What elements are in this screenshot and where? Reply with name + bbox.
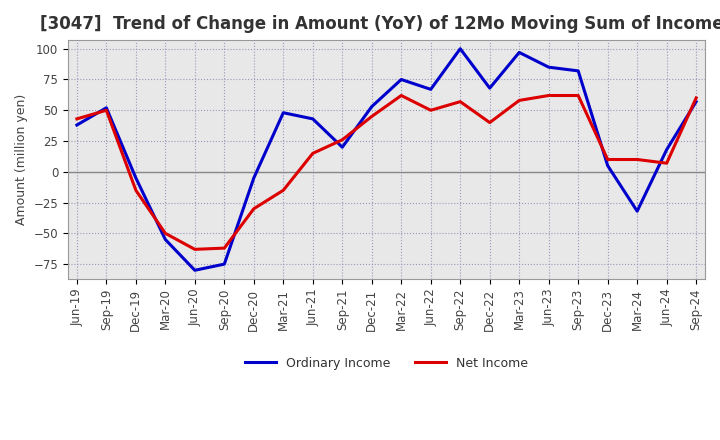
Ordinary Income [191,268,199,273]
Ordinary Income [544,65,553,70]
Ordinary Income [603,163,612,168]
Net Income [250,206,258,211]
Net Income [692,95,701,101]
Net Income [574,93,582,98]
Net Income [485,120,494,125]
Y-axis label: Amount (million yen): Amount (million yen) [15,94,28,225]
Ordinary Income [220,261,229,267]
Ordinary Income [515,50,523,55]
Net Income [456,99,464,104]
Ordinary Income [456,46,464,51]
Ordinary Income [397,77,405,82]
Net Income [132,187,140,193]
Ordinary Income [279,110,287,115]
Net Income [191,247,199,252]
Net Income [426,108,435,113]
Ordinary Income [308,116,317,121]
Net Income [397,93,405,98]
Net Income [633,157,642,162]
Net Income [279,187,287,193]
Title: [3047]  Trend of Change in Amount (YoY) of 12Mo Moving Sum of Incomes: [3047] Trend of Change in Amount (YoY) o… [40,15,720,33]
Ordinary Income [338,145,346,150]
Ordinary Income [161,237,170,242]
Ordinary Income [633,209,642,214]
Net Income [220,246,229,251]
Line: Net Income: Net Income [77,95,696,249]
Net Income [367,114,376,119]
Ordinary Income [574,68,582,73]
Ordinary Income [132,175,140,180]
Line: Ordinary Income: Ordinary Income [77,49,696,270]
Ordinary Income [692,99,701,104]
Ordinary Income [485,85,494,91]
Ordinary Income [73,122,81,128]
Ordinary Income [426,87,435,92]
Net Income [161,231,170,236]
Net Income [308,151,317,156]
Ordinary Income [102,105,111,110]
Net Income [544,93,553,98]
Ordinary Income [250,175,258,180]
Net Income [603,157,612,162]
Ordinary Income [662,147,671,152]
Net Income [102,108,111,113]
Net Income [662,161,671,166]
Ordinary Income [367,104,376,109]
Net Income [73,116,81,121]
Legend: Ordinary Income, Net Income: Ordinary Income, Net Income [240,352,534,375]
Net Income [338,137,346,143]
Net Income [515,98,523,103]
